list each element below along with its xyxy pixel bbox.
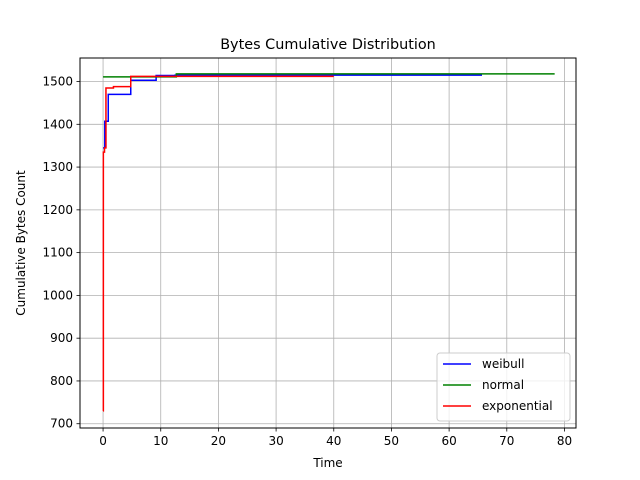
series-line-weibull — [103, 74, 482, 149]
y-tick-label: 900 — [50, 331, 73, 345]
y-tick-label: 1500 — [42, 75, 73, 89]
legend-label-normal: normal — [482, 378, 524, 392]
y-axis: 700 800 900 1000 1100 1200 1300 1400 1500 — [42, 75, 80, 431]
x-axis-label: Time — [312, 456, 342, 470]
x-tick-label: 80 — [557, 434, 572, 448]
series-lines — [102, 73, 555, 412]
legend-box — [436, 352, 571, 422]
x-tick-label: 60 — [441, 434, 456, 448]
legend-label-weibull: weibull — [482, 357, 524, 371]
x-tick-label: 40 — [326, 434, 341, 448]
x-tick-label: 10 — [153, 434, 168, 448]
x-tick-label: 70 — [499, 434, 514, 448]
legend-label-exponential: exponential — [482, 399, 553, 413]
y-tick-label: 1100 — [42, 246, 73, 260]
legend: weibull normal exponential — [436, 352, 571, 422]
x-tick-label: 30 — [268, 434, 283, 448]
x-tick-label: 50 — [384, 434, 399, 448]
series-line-exponential — [102, 75, 334, 412]
y-axis-label: Cumulative Bytes Count — [14, 170, 28, 316]
x-tick-label: 20 — [211, 434, 226, 448]
x-tick-label: 0 — [99, 434, 107, 448]
y-tick-label: 1400 — [42, 117, 73, 131]
y-tick-label: 800 — [50, 374, 73, 388]
plot-frame — [79, 57, 577, 429]
y-tick-label: 1200 — [42, 203, 73, 217]
y-tick-label: 1000 — [42, 288, 73, 302]
x-axis: 0 10 20 30 40 50 60 70 80 — [99, 428, 572, 448]
chart-title: Bytes Cumulative Distribution — [220, 37, 436, 53]
y-tick-label: 700 — [50, 417, 73, 431]
y-tick-label: 1300 — [42, 160, 73, 174]
